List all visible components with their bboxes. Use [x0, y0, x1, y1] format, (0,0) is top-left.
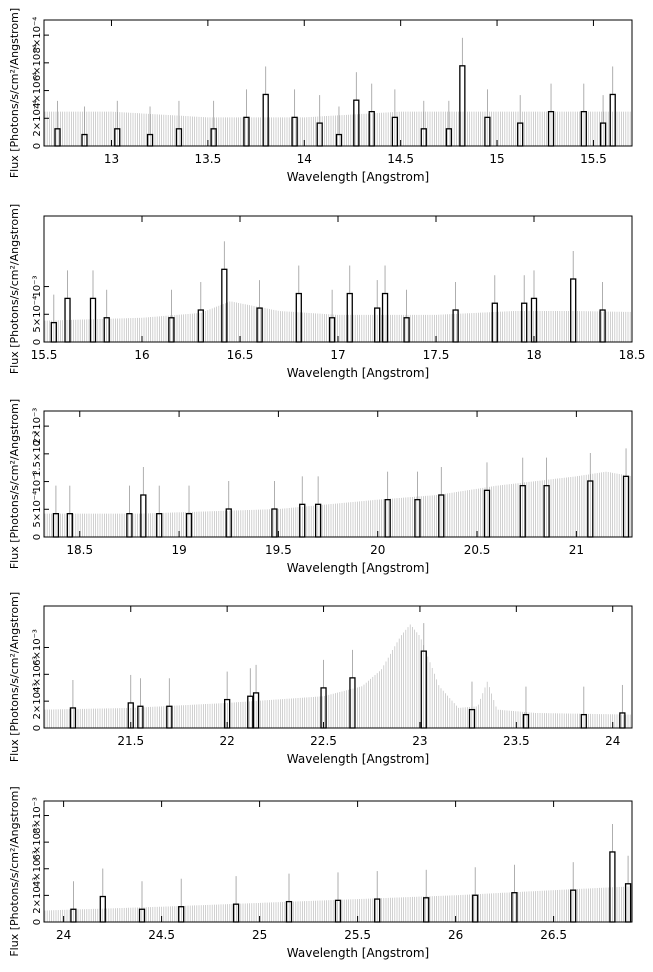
x-tick-label: 24	[56, 928, 71, 942]
y-axis-label: Flux [Photons/s/cm²/Angstrom]	[8, 592, 21, 762]
plot-frame	[43, 410, 633, 538]
data-bar	[472, 894, 479, 923]
data-bar	[185, 513, 193, 538]
x-tick-label: 19.5	[265, 543, 292, 557]
data-bar	[619, 712, 626, 729]
x-tick-label: 14	[297, 152, 312, 166]
y-tick-label: 0	[32, 534, 43, 540]
data-bar	[225, 508, 232, 538]
y-axis-label: Flux [Photons/s/cm²/Angstrom]	[8, 399, 21, 569]
y-tick-label: 6×10⁻³	[32, 629, 43, 666]
data-bar	[346, 292, 353, 343]
data-bar	[320, 687, 327, 729]
data-bar	[126, 513, 133, 538]
x-tick-label: 26.5	[540, 928, 567, 942]
spectrum-panel: 24 24.5 25 25.5 26 26.5 0 2×10⁻³4×10⁻³6×10⁻³8×1…	[8, 786, 633, 960]
x-tick-label: 18.5	[66, 543, 93, 557]
x-tick-label: 18	[526, 348, 541, 362]
x-tick-label: 24.5	[148, 928, 175, 942]
x-tick-label: 20.5	[464, 543, 491, 557]
x-tick-label: 21	[569, 543, 584, 557]
data-bar	[511, 892, 518, 923]
spectrum-panel: 13 13.5 14 14.5 15 15.5 0 2×10⁻⁴4×10⁻⁴6×10⁻⁴8×1…	[8, 8, 633, 184]
x-tick-label: 17	[330, 348, 345, 362]
x-tick-label: 25	[252, 928, 267, 942]
y-tick-label: 2×10⁻³	[32, 408, 43, 445]
y-tick-label: 4×10⁻³	[32, 850, 43, 887]
y-tick-label: 10⁻³	[32, 276, 43, 298]
y-tick-label: 4×10⁻³	[32, 656, 43, 693]
y-tick-label: 10⁻³	[32, 471, 43, 493]
x-tick-label: 16.5	[227, 348, 254, 362]
data-bar	[335, 133, 343, 147]
data-bar	[243, 116, 250, 147]
x-tick-label: 26	[448, 928, 463, 942]
y-tick-label: 2×10⁻³	[32, 683, 43, 720]
x-tick-label: 25.5	[344, 928, 371, 942]
y-tick-label: 4×10⁻⁴	[32, 72, 43, 109]
x-tick-label: 23	[412, 734, 427, 748]
data-bar	[381, 292, 389, 343]
x-tick-label: 17.5	[423, 348, 450, 362]
data-bar	[522, 713, 530, 729]
plot-frame	[43, 605, 633, 729]
y-tick-label: 2×10⁻³	[32, 877, 43, 914]
x-axis-label: Wavelength [Angstrom]	[287, 946, 429, 960]
x-tick-label: 22	[220, 734, 235, 748]
spectrum-panel: 15.5 16 16.5 17 17.5 18 18.5 0 5×10⁻⁴10⁻³ Wavelen…	[8, 204, 645, 380]
data-bar	[368, 110, 375, 147]
y-axis-label: Flux [Photons/s/cm²/Angstrom]	[8, 204, 21, 374]
y-tick-label: 2×10⁻⁴	[32, 100, 43, 137]
x-tick-label: 20	[370, 543, 385, 557]
y-tick-label: 1.5×10⁻³	[32, 431, 43, 477]
x-axis-label: Wavelength [Angstrom]	[287, 366, 429, 380]
x-tick-label: 15.5	[580, 152, 607, 166]
x-tick-label: 15	[489, 152, 504, 166]
data-bar	[445, 128, 453, 147]
x-tick-label: 22.5	[310, 734, 337, 748]
y-tick-label: 6×10⁻⁴	[32, 44, 43, 81]
x-tick-label: 21.5	[117, 734, 144, 748]
data-bar	[491, 302, 498, 343]
y-tick-label: 0	[32, 143, 43, 149]
data-bar	[353, 99, 360, 147]
data-bar	[166, 705, 173, 729]
y-axis-label: Flux [Photons/s/cm²/Angstrom]	[8, 8, 21, 178]
x-tick-label: 24	[605, 734, 620, 748]
data-bar	[168, 317, 175, 343]
y-tick-label: 8×10⁻³	[32, 797, 43, 834]
y-tick-label: 5×10⁻⁴	[32, 296, 43, 333]
x-tick-label: 15.5	[31, 348, 58, 362]
plot-frame	[43, 800, 633, 923]
x-tick-label: 18.5	[619, 348, 646, 362]
y-tick-label: 6×10⁻³	[32, 824, 43, 861]
x-axis-label: Wavelength [Angstrom]	[287, 170, 429, 184]
plot-frame	[43, 215, 633, 343]
data-bar	[328, 317, 336, 343]
data-bar	[256, 307, 263, 343]
spectrum-panel: 18.5 19 19.5 20 20.5 21 0 5×10⁻⁴10⁻³1.5×10⁻³2×1…	[8, 399, 633, 575]
y-tick-label: 0	[32, 339, 43, 345]
y-axis-label: Flux [Photons/s/cm²/Angstrom]	[8, 786, 21, 956]
data-bar	[291, 116, 298, 147]
x-axis-label: Wavelength [Angstrom]	[287, 752, 429, 766]
data-bar	[221, 268, 228, 343]
x-tick-label: 13.5	[195, 152, 222, 166]
data-bar	[599, 309, 606, 343]
y-tick-label: 0	[32, 919, 43, 925]
y-tick-label: 5×10⁻⁴	[32, 491, 43, 528]
y-tick-label: 8×10⁻⁴	[32, 17, 43, 54]
plot-frame	[43, 19, 633, 147]
x-tick-label: 13	[104, 152, 119, 166]
y-tick-label: 0	[32, 725, 43, 731]
x-tick-label: 19	[171, 543, 186, 557]
x-axis-label: Wavelength [Angstrom]	[287, 561, 429, 575]
x-tick-label: 16	[134, 348, 149, 362]
spectrum-panel: 21.5 22 22.5 23 23.5 24 0 2×10⁻³4×10⁻³6×10⁻³ Wav…	[8, 592, 633, 766]
x-tick-label: 14.5	[387, 152, 414, 166]
x-tick-label: 23.5	[503, 734, 530, 748]
